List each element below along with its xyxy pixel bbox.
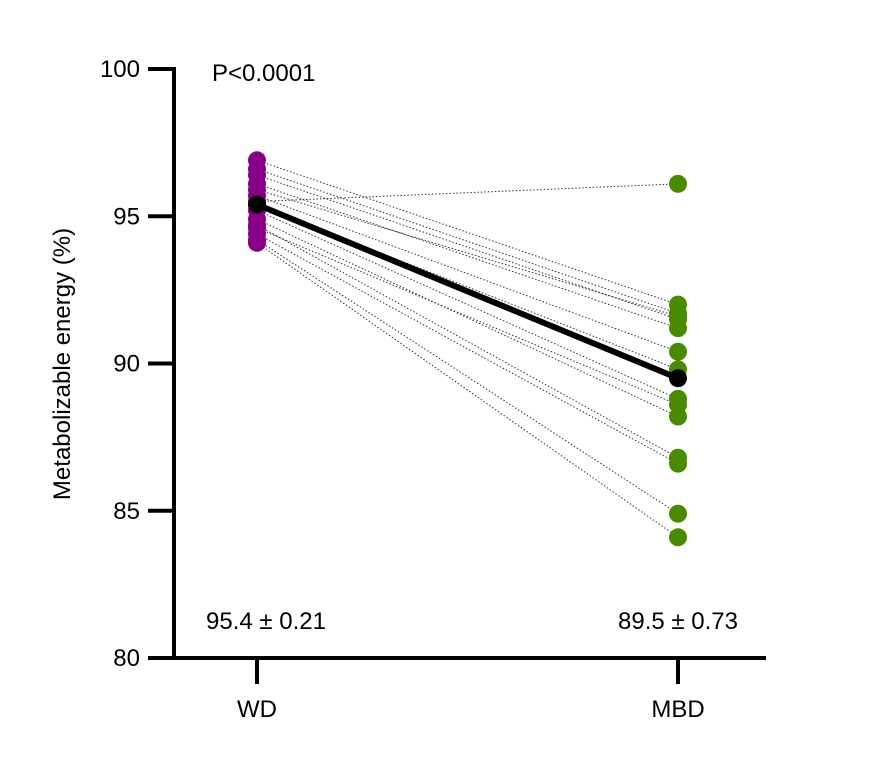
y-tick-label: 100	[100, 56, 140, 83]
x-tick-label-wd: WD	[237, 696, 277, 723]
mbd-point	[669, 307, 687, 326]
pair-line	[256, 239, 679, 515]
x-tick-label-mbd: MBD	[651, 696, 704, 723]
pair-line	[256, 195, 679, 353]
mbd-point	[669, 395, 687, 414]
mean-point-mbd	[669, 369, 687, 388]
pair-line	[256, 174, 679, 320]
pair-line	[256, 159, 679, 306]
pair-lines	[256, 159, 679, 538]
mbd-point	[669, 174, 687, 193]
mean-line	[255, 201, 680, 381]
pair-line	[256, 218, 679, 417]
p-value-annotation: P<0.0001	[212, 60, 315, 87]
mbd-point	[669, 454, 687, 473]
wd-point	[248, 233, 266, 252]
mbd-point	[669, 528, 687, 547]
summary-label-wd: 95.4 ± 0.21	[206, 608, 326, 635]
pair-line	[256, 242, 679, 538]
y-tick-label: 90	[113, 351, 140, 378]
pair-line	[256, 183, 679, 329]
x-ticks: WD MBD	[237, 658, 705, 723]
pair-line	[256, 183, 679, 203]
summary-label-mbd: 89.5 ± 0.73	[618, 608, 738, 635]
pair-line	[256, 227, 679, 406]
pair-line	[256, 209, 679, 400]
pair-line	[256, 168, 679, 314]
y-tick-label: 85	[113, 498, 140, 525]
y-axis-label: Metabolizable energy (%)	[49, 228, 76, 500]
y-tick-label: 95	[113, 203, 140, 230]
y-tick-label: 80	[113, 645, 140, 672]
mean-point-wd	[248, 195, 266, 214]
points	[248, 151, 687, 547]
mbd-point	[669, 342, 687, 361]
pair-line	[256, 233, 679, 465]
pair-line	[256, 224, 679, 459]
y-ticks: 80 85 90 95 100	[100, 56, 174, 672]
mbd-point	[669, 504, 687, 523]
